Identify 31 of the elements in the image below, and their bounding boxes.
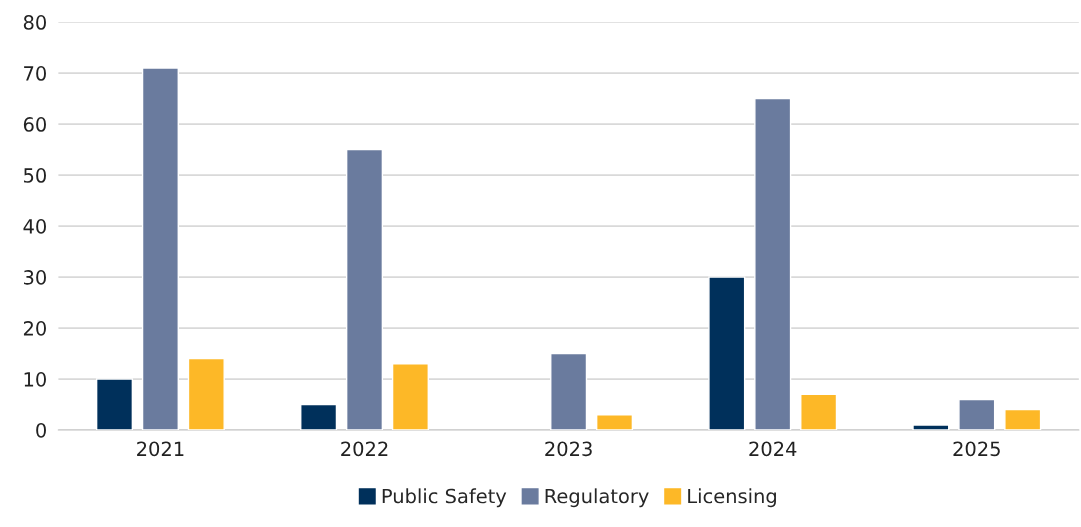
y-tick-label: 30 bbox=[24, 270, 46, 285]
legend-label: Public Safety bbox=[382, 488, 507, 508]
y-tick-label: 40 bbox=[23, 219, 46, 234]
y-tick-label: 70 bbox=[24, 66, 46, 81]
legend-label: Licensing bbox=[688, 488, 776, 508]
x-tick-label: 2024 bbox=[749, 441, 797, 457]
x-tick-label: 2023 bbox=[545, 441, 592, 457]
bar bbox=[1004, 408, 1042, 431]
bar bbox=[595, 414, 634, 431]
x-tick-label: 2022 bbox=[341, 441, 388, 457]
y-tick-label: 50 bbox=[24, 168, 46, 183]
bar bbox=[391, 363, 429, 431]
y-tick-label: 0 bbox=[36, 422, 46, 438]
y-tick-label: 60 bbox=[23, 117, 46, 132]
bar bbox=[800, 393, 838, 431]
x-tick-label: 2021 bbox=[137, 441, 184, 457]
bar bbox=[550, 352, 588, 431]
y-tick-label: 10 bbox=[24, 372, 46, 387]
y-tick-label: 20 bbox=[23, 321, 46, 336]
bar bbox=[95, 378, 134, 431]
x-tick-label: 2025 bbox=[953, 441, 1000, 457]
bar bbox=[345, 148, 384, 431]
bar bbox=[754, 97, 792, 431]
bar bbox=[708, 276, 746, 431]
bar bbox=[187, 357, 225, 431]
bar bbox=[912, 424, 950, 431]
bar bbox=[300, 403, 338, 431]
y-tick-label: 80 bbox=[23, 15, 46, 30]
bar bbox=[141, 67, 179, 431]
legend-label: Regulatory bbox=[545, 488, 649, 508]
bar bbox=[958, 398, 996, 431]
